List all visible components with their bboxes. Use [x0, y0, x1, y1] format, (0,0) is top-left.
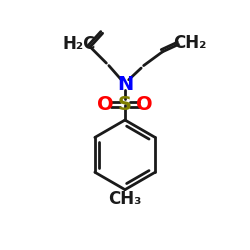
Text: S: S: [118, 95, 132, 114]
Text: H₂C: H₂C: [62, 36, 96, 54]
Text: CH₂: CH₂: [173, 34, 206, 52]
Text: N: N: [117, 75, 133, 94]
Text: O: O: [136, 95, 153, 114]
Text: CH₃: CH₃: [108, 190, 142, 208]
Text: O: O: [97, 95, 114, 114]
